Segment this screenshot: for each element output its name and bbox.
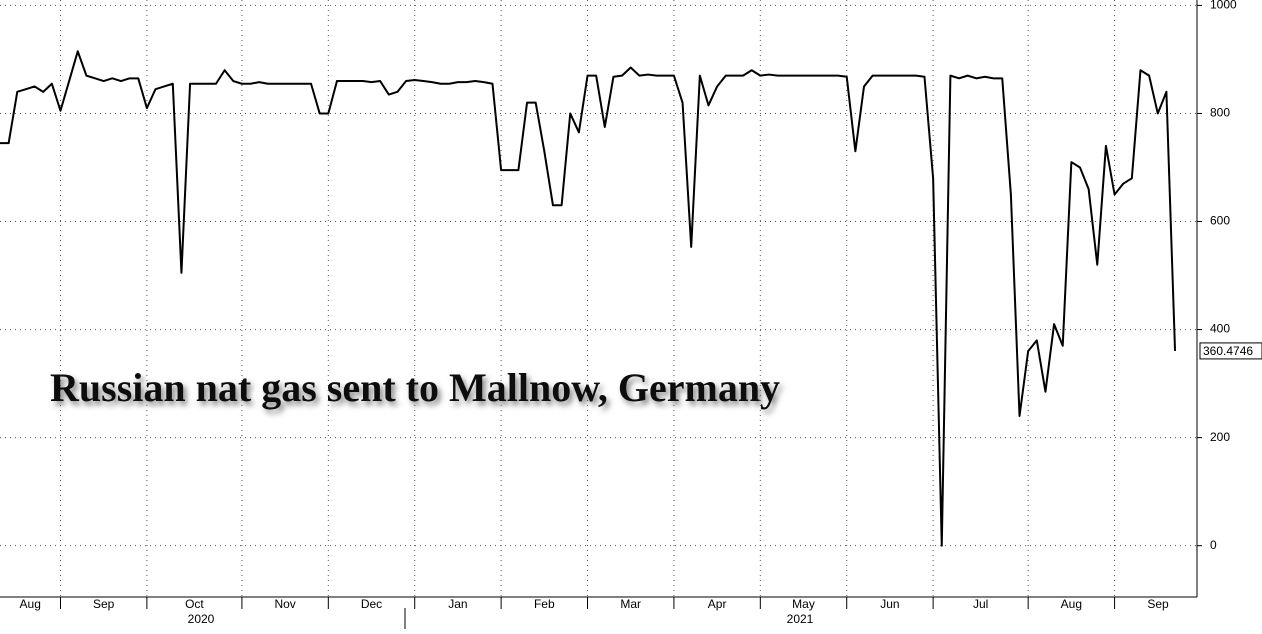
last-value-label: 360.4746 [1203,344,1253,358]
x-tick-label: Oct [185,597,204,611]
x-tick-label: Nov [274,597,295,611]
year-label: 2020 [188,612,215,626]
x-tick-label: Feb [534,597,555,611]
y-tick-label: 400 [1210,322,1230,336]
x-tick-label: Jun [880,597,899,611]
y-tick-label: 600 [1210,214,1230,228]
data-line [0,50,1177,547]
x-tick-label: Aug [1061,597,1082,611]
x-tick-label: Dec [361,597,382,611]
x-tick-label: Sep [1147,597,1169,611]
y-tick-label: 0 [1210,538,1217,552]
x-tick-label: Apr [708,597,727,611]
x-tick-label: May [792,597,815,611]
chart-title: Russian nat gas sent to Mallnow, Germany [50,365,780,410]
x-tick-label: Jan [448,597,467,611]
x-tick-label: Jul [973,597,988,611]
x-tick-label: Mar [620,597,641,611]
last-value-box [1199,342,1262,360]
y-tick-label: 1000 [1210,0,1237,12]
x-tick-label: Sep [93,597,115,611]
y-tick-label: 800 [1210,106,1230,120]
y-tick-label: 200 [1210,430,1230,444]
x-tick-label: Aug [20,597,41,611]
year-label: 2021 [787,612,814,626]
